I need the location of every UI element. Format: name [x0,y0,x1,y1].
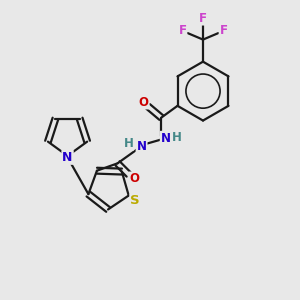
Text: O: O [129,172,139,185]
Text: H: H [123,137,133,150]
Text: N: N [161,132,171,145]
Text: N: N [136,140,147,153]
Text: H: H [172,131,182,144]
Text: O: O [139,95,148,109]
Text: S: S [130,194,140,207]
Text: N: N [62,151,73,164]
Text: F: F [199,12,207,25]
Text: F: F [178,24,186,37]
Text: F: F [220,24,228,37]
